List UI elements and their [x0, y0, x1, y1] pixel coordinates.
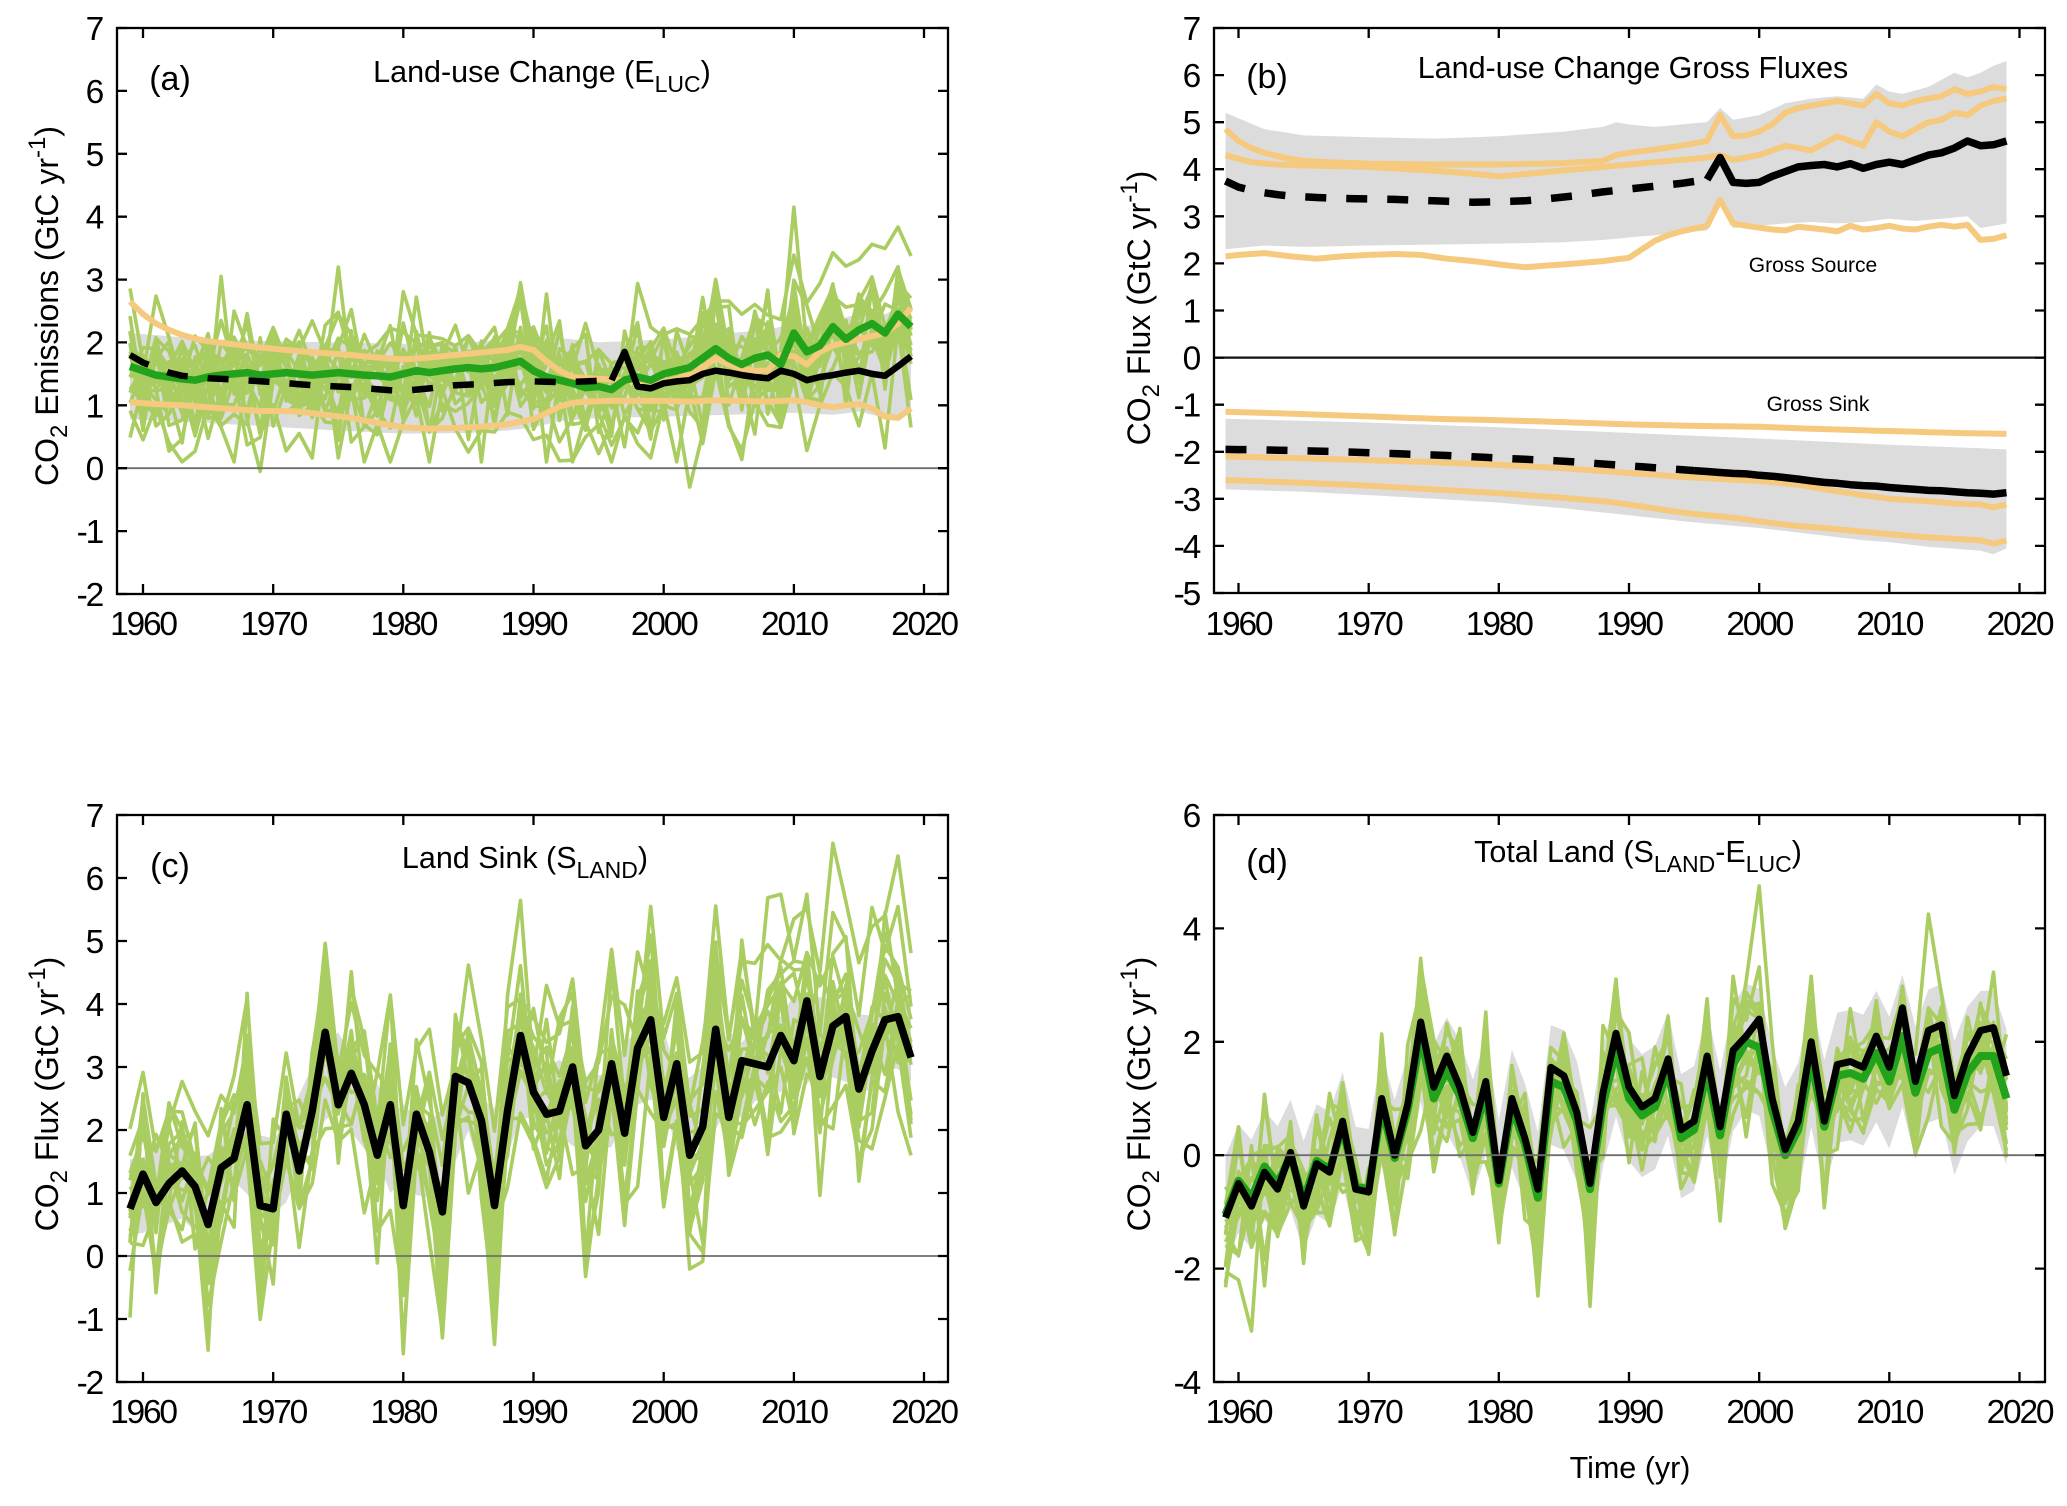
svg-text:2000: 2000 [631, 606, 698, 643]
svg-text:4: 4 [1183, 152, 1201, 189]
svg-text:-1: -1 [77, 514, 103, 551]
svg-text:4: 4 [86, 987, 104, 1024]
svg-text:5: 5 [86, 137, 104, 174]
svg-text:2020: 2020 [891, 606, 958, 643]
svg-text:1960: 1960 [110, 606, 177, 643]
svg-text:(d): (d) [1246, 843, 1288, 881]
svg-text:2: 2 [1183, 246, 1200, 283]
svg-text:Gross Sink: Gross Sink [1767, 393, 1870, 416]
svg-text:(c): (c) [150, 847, 190, 885]
svg-text:2010: 2010 [761, 606, 828, 643]
svg-text:-1: -1 [1174, 388, 1200, 425]
svg-text:Time (yr): Time (yr) [1570, 1451, 1691, 1485]
svg-text:0: 0 [1183, 341, 1201, 378]
svg-text:-2: -2 [77, 577, 103, 614]
svg-text:Land-use Change Gross Fluxes: Land-use Change Gross Fluxes [1418, 51, 1849, 85]
svg-text:-2: -2 [1174, 435, 1200, 472]
svg-text:-2: -2 [77, 1365, 103, 1402]
svg-text:2010: 2010 [1856, 606, 1923, 643]
svg-text:1980: 1980 [370, 1394, 437, 1431]
svg-text:0: 0 [86, 451, 104, 488]
svg-text:2: 2 [1183, 1025, 1200, 1062]
svg-text:2010: 2010 [761, 1394, 828, 1431]
svg-text:2: 2 [86, 325, 103, 362]
svg-text:1970: 1970 [1336, 606, 1403, 643]
svg-text:(b): (b) [1246, 58, 1288, 96]
svg-text:1970: 1970 [1336, 1394, 1403, 1431]
svg-text:2010: 2010 [1856, 1394, 1923, 1431]
svg-text:0: 0 [86, 1239, 104, 1276]
svg-text:5: 5 [86, 924, 104, 961]
svg-text:7: 7 [86, 11, 103, 48]
svg-text:3: 3 [1183, 199, 1201, 236]
svg-text:1960: 1960 [1206, 1394, 1273, 1431]
svg-text:6: 6 [1183, 798, 1201, 835]
svg-text:6: 6 [86, 74, 104, 111]
svg-text:4: 4 [86, 200, 104, 237]
svg-text:2000: 2000 [1726, 606, 1793, 643]
svg-text:1990: 1990 [501, 1394, 568, 1431]
svg-text:CO2 Flux (GtC yr-1): CO2 Flux (GtC yr-1) [24, 957, 73, 1232]
svg-text:-1: -1 [77, 1302, 103, 1339]
svg-text:1970: 1970 [240, 606, 307, 643]
svg-text:-4: -4 [1174, 529, 1201, 566]
svg-text:1980: 1980 [370, 606, 437, 643]
svg-text:1990: 1990 [1596, 606, 1663, 643]
svg-text:-3: -3 [1174, 482, 1201, 519]
svg-text:7: 7 [1183, 11, 1200, 48]
svg-text:1960: 1960 [110, 1394, 177, 1431]
svg-text:1970: 1970 [240, 1394, 307, 1431]
svg-text:1: 1 [1183, 294, 1200, 331]
svg-text:-5: -5 [1174, 576, 1201, 613]
svg-text:0: 0 [1183, 1138, 1201, 1175]
svg-text:1990: 1990 [1596, 1394, 1663, 1431]
svg-text:1960: 1960 [1206, 606, 1273, 643]
svg-text:6: 6 [86, 861, 104, 898]
svg-text:6: 6 [1183, 58, 1201, 95]
svg-text:(a): (a) [149, 60, 191, 98]
svg-text:2000: 2000 [1726, 1394, 1793, 1431]
svg-text:1980: 1980 [1466, 606, 1533, 643]
svg-text:5: 5 [1183, 105, 1201, 142]
svg-text:4: 4 [1183, 911, 1201, 948]
svg-text:2020: 2020 [1987, 606, 2054, 643]
svg-text:2000: 2000 [631, 1394, 698, 1431]
svg-text:1990: 1990 [501, 606, 568, 643]
svg-text:1: 1 [86, 1176, 103, 1213]
svg-text:2020: 2020 [891, 1394, 958, 1431]
svg-text:2020: 2020 [1987, 1394, 2054, 1431]
svg-text:CO2 Flux (GtC yr-1): CO2 Flux (GtC yr-1) [1116, 171, 1165, 446]
svg-text:3: 3 [86, 1050, 104, 1087]
svg-text:3: 3 [86, 263, 104, 300]
svg-text:-2: -2 [1174, 1252, 1200, 1289]
svg-text:Gross Source: Gross Source [1749, 254, 1877, 277]
svg-text:2: 2 [86, 1113, 103, 1150]
svg-text:-4: -4 [1174, 1365, 1201, 1402]
svg-text:CO2 Flux (GtC yr-1): CO2 Flux (GtC yr-1) [1116, 957, 1165, 1232]
svg-text:7: 7 [86, 798, 103, 835]
svg-text:1: 1 [86, 388, 103, 425]
svg-text:1980: 1980 [1466, 1394, 1533, 1431]
